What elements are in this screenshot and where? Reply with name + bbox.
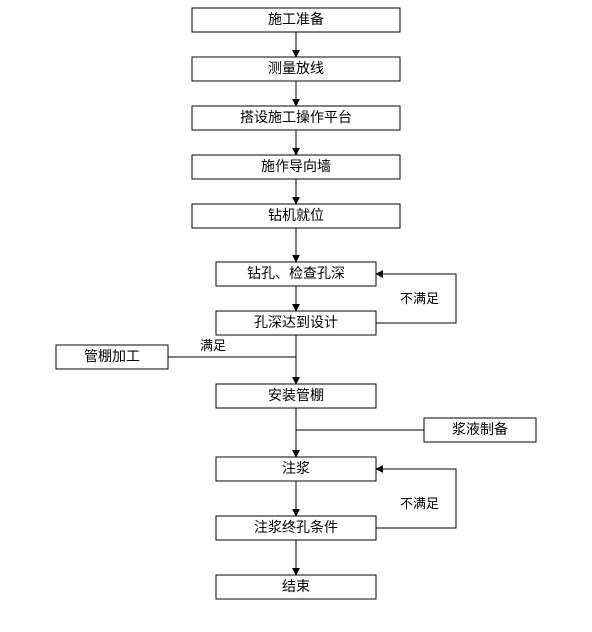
node-n3: 搭设施工操作平台: [192, 106, 400, 130]
node-nS1: 管棚加工: [56, 345, 168, 369]
node-n2: 测量放线: [192, 57, 400, 81]
node-label-n11: 结束: [282, 579, 310, 595]
node-label-nS2: 浆液制备: [452, 421, 508, 438]
node-n1: 施工准备: [192, 8, 400, 32]
node-label-n3: 搭设施工操作平台: [240, 110, 352, 126]
node-label-n6: 钻孔、检查孔深: [247, 266, 345, 282]
node-label-n2: 测量放线: [268, 61, 324, 77]
node-label-n4: 施作导向墙: [261, 159, 331, 175]
node-nS2: 浆液制备: [424, 418, 536, 442]
node-n7: 孔深达到设计: [216, 311, 376, 335]
node-n11: 结束: [216, 575, 376, 599]
node-label-nS1: 管棚加工: [84, 349, 140, 365]
node-label-n1: 施工准备: [268, 11, 324, 28]
node-label-n9: 注浆: [282, 461, 310, 477]
edge-label-n7-n6: 不满足: [400, 291, 439, 306]
node-label-n7: 孔深达到设计: [254, 315, 338, 331]
node-label-n10: 注浆终孔条件: [254, 519, 338, 536]
node-n4: 施作导向墙: [192, 155, 400, 179]
edge-label-nS1-n8: 满足: [200, 338, 226, 353]
edge-label-n10-n9: 不满足: [400, 496, 439, 511]
node-label-n8: 安装管棚: [268, 388, 324, 404]
node-label-n5: 钻机就位: [268, 208, 324, 224]
node-n10: 注浆终孔条件: [216, 516, 376, 540]
node-n9: 注浆: [216, 457, 376, 481]
node-n8: 安装管棚: [216, 384, 376, 408]
node-n6: 钻孔、检查孔深: [216, 262, 376, 286]
node-n5: 钻机就位: [192, 204, 400, 228]
